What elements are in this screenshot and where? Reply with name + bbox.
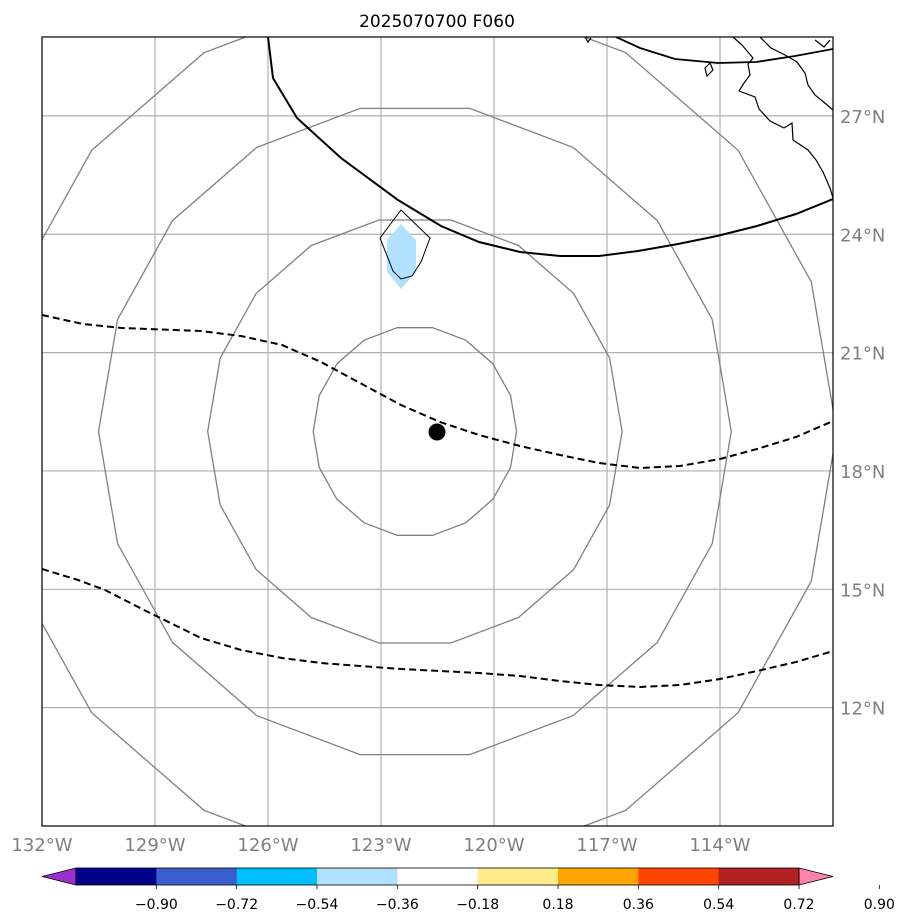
figure-title: 2025070700 F060	[359, 12, 515, 32]
range-ring	[42, 37, 833, 826]
colorbar-segment	[558, 868, 639, 885]
longitude-tick-label: 114°W	[689, 835, 750, 856]
coast-fragment	[584, 37, 592, 44]
longitude-labels: 132°W 129°W 126°W 123°W 120°W 117°W 114°W	[11, 835, 750, 856]
latitude-tick-label: 15°N	[840, 580, 885, 601]
colorbar-tick-label: −0.90	[135, 897, 178, 913]
colorbar-segment	[477, 868, 559, 885]
colorbar-extend-low	[41, 867, 77, 886]
colorbar: −0.90 −0.72 −0.54 −0.36 −0.18 0.18 0.36 0.54 0.7…	[41, 867, 895, 913]
latitude-tick-label: 18°N	[840, 462, 885, 483]
colorbar-tick-label: −0.36	[376, 897, 419, 913]
solid-contour-north	[267, 37, 833, 257]
coast-fragment-2	[814, 39, 831, 48]
longitude-tick-label: 123°W	[350, 835, 411, 856]
colorbar-segment	[236, 868, 318, 885]
range-ring	[207, 219, 623, 644]
colorbar-frame	[75, 867, 800, 886]
longitude-tick-label: 120°W	[463, 835, 524, 856]
range-rings	[42, 37, 833, 826]
latitude-labels: 27°N 24°N 21°N 18°N 15°N 12°N	[840, 107, 885, 720]
baja-coastline-east	[759, 37, 833, 111]
colorbar-tick-label: 0.18	[542, 897, 573, 913]
latitude-tick-label: 24°N	[840, 225, 885, 246]
dashed-contour-south	[42, 568, 833, 689]
graticule	[42, 37, 833, 826]
colorbar-tick-label: 0.90	[864, 897, 895, 913]
island-outline	[704, 61, 714, 78]
colorbar-segment	[156, 868, 238, 885]
range-ring	[312, 327, 518, 536]
longitude-tick-label: 129°W	[124, 835, 185, 856]
border-line	[615, 37, 833, 64]
small-contour	[379, 209, 431, 280]
colorbar-extend-high	[798, 867, 834, 886]
storm-center-marker	[428, 423, 446, 441]
map-frame	[41, 36, 834, 827]
colorbar-segment	[718, 868, 800, 885]
contour-lines	[42, 37, 833, 689]
longitude-tick-label: 132°W	[11, 835, 72, 856]
colorbar-tick-label: 0.72	[783, 897, 814, 913]
latitude-tick-label: 12°N	[840, 699, 885, 720]
latitude-tick-label: 21°N	[840, 344, 885, 365]
colorbar-tick-label: −0.72	[215, 897, 258, 913]
dashed-contour-north	[42, 314, 833, 470]
colorbar-segment	[317, 868, 398, 885]
colorbar-segment	[638, 868, 720, 885]
latitude-tick-label: 27°N	[840, 107, 885, 128]
colorbar-tick-label: 0.36	[623, 897, 654, 913]
colorbar-segment	[397, 868, 479, 885]
longitude-tick-label: 117°W	[576, 835, 637, 856]
map-area	[42, 37, 833, 826]
longitude-tick-label: 126°W	[237, 835, 298, 856]
colorbar-segment	[76, 868, 157, 885]
range-ring	[97, 107, 732, 756]
colorbar-tick-label: −0.54	[296, 897, 339, 913]
colorbar-tick-label: 0.54	[703, 897, 734, 913]
colorbar-tick-label: −0.18	[456, 897, 499, 913]
coastline	[584, 37, 833, 199]
